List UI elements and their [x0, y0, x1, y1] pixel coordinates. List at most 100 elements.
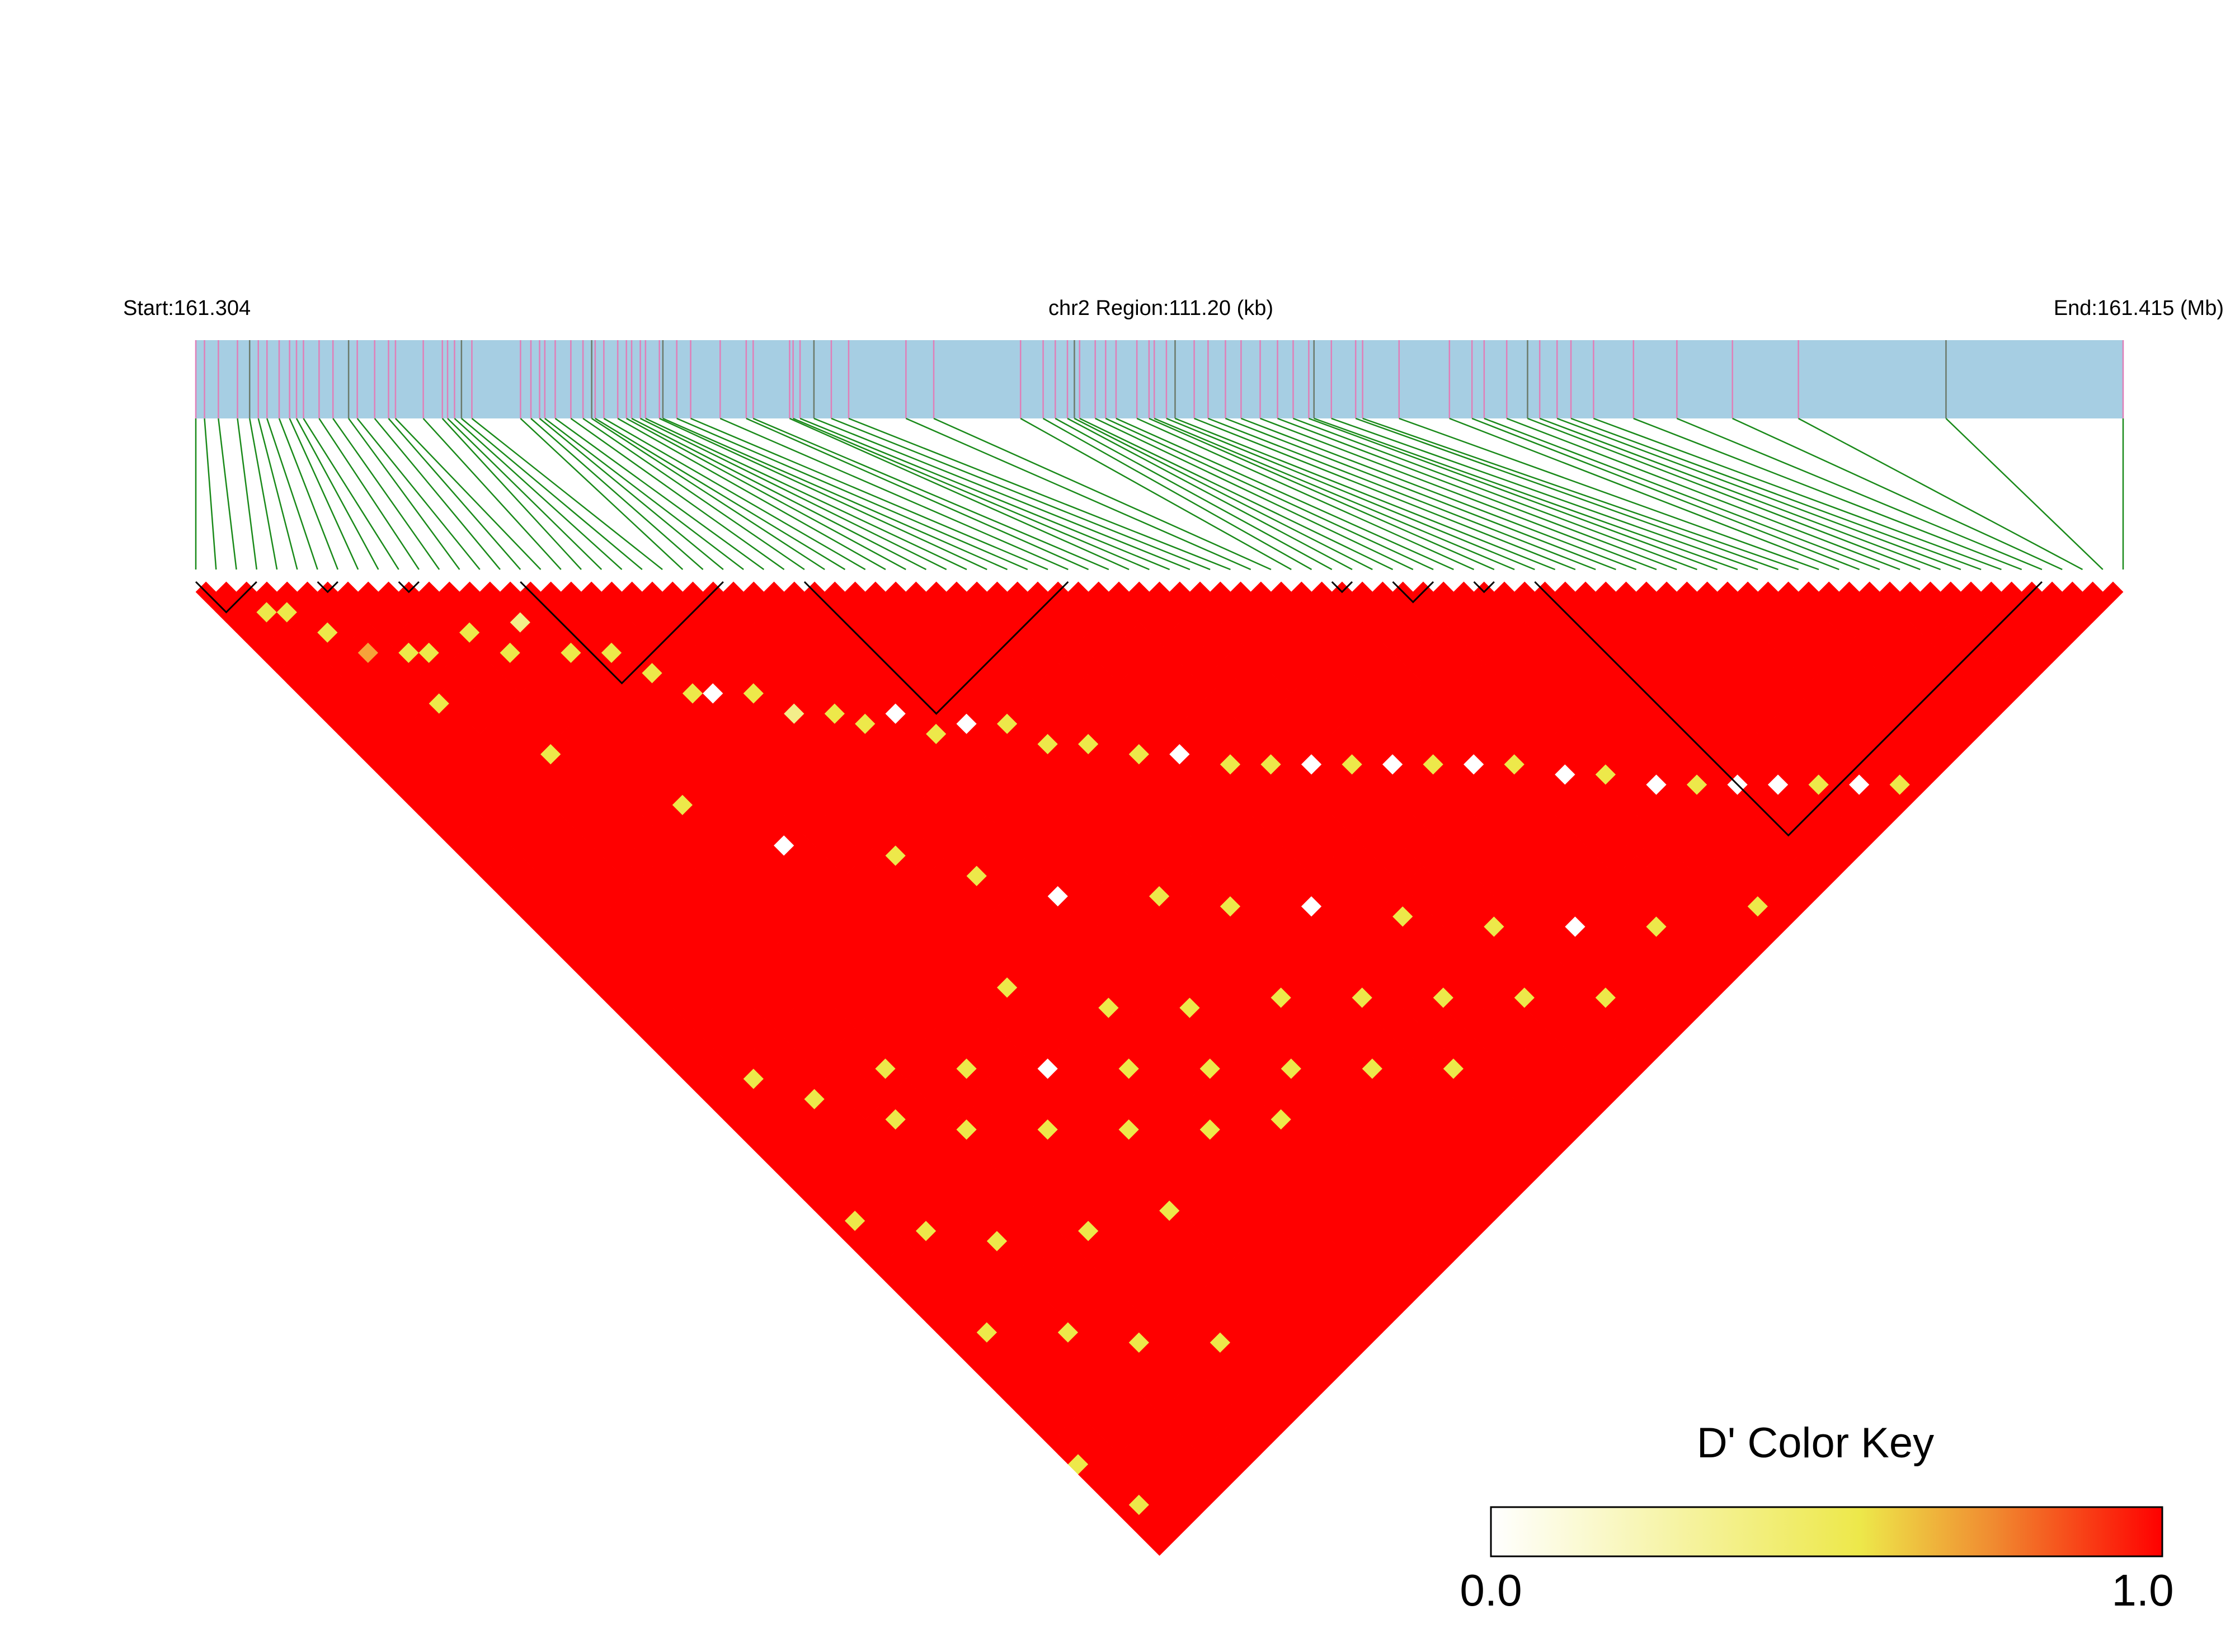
- snp-connector: [520, 418, 684, 570]
- snp-connector: [1116, 417, 1454, 571]
- snp-connector: [539, 418, 724, 570]
- snp-connector-lines: [195, 417, 2124, 571]
- snp-connector: [530, 418, 704, 570]
- snp-connector: [374, 418, 501, 570]
- snp-connector: [582, 417, 805, 571]
- snp-connector: [1020, 417, 1292, 571]
- snp-connector: [1260, 417, 1657, 571]
- snp-connector: [1570, 417, 1982, 571]
- snp-connector: [1277, 417, 1677, 571]
- snp-connector: [676, 417, 1028, 571]
- snp-connector: [617, 417, 886, 571]
- snp-connector: [1154, 417, 1515, 571]
- snp-connector: [461, 418, 643, 570]
- snp-connector: [746, 417, 1089, 571]
- snp-connector: [639, 417, 947, 571]
- color-key-max-label: 1.0: [2111, 1565, 2173, 1615]
- color-key: D' Color Key 0.0 1.0: [1460, 1419, 2173, 1615]
- snp-connector: [332, 418, 440, 570]
- snp-connector: [544, 418, 744, 570]
- ld-block-outline: [520, 581, 724, 685]
- snp-connector: [303, 418, 399, 570]
- snp-connector: [447, 418, 603, 570]
- snp-connector: [1527, 417, 1921, 571]
- snp-connector: [1194, 417, 1576, 571]
- ld-block-outline: [398, 581, 420, 594]
- snp-connector: [1149, 417, 1495, 571]
- snp-connector: [318, 418, 420, 570]
- snp-connector: [1067, 417, 1353, 571]
- snp-connector: [1539, 417, 1941, 571]
- ld-block-outline: [195, 581, 257, 614]
- snp-connector: [752, 417, 1109, 571]
- snp-connector: [1079, 417, 1394, 571]
- color-key-title: D' Color Key: [1697, 1419, 1934, 1467]
- snp-connector: [662, 417, 1008, 571]
- snp-connector: [595, 417, 846, 571]
- ld-cell: [2102, 581, 2124, 603]
- snp-connector: [1362, 417, 1799, 571]
- ld-heatmap: [195, 581, 2124, 1556]
- snp-connector: [719, 417, 1069, 571]
- snp-connector: [1074, 417, 1373, 571]
- snp-connector: [1676, 417, 2043, 571]
- snp-connector: [813, 417, 1191, 571]
- snp-connector: [441, 418, 582, 570]
- snp-connector: [570, 417, 785, 571]
- ld-block-outline: [803, 581, 1069, 715]
- snp-connector: [933, 417, 1272, 571]
- snp-connector: [848, 417, 1231, 571]
- snp-connector: [266, 418, 318, 570]
- snp-connector: [1798, 417, 2083, 571]
- snp-connector: [1399, 417, 1819, 571]
- snp-connector: [1471, 417, 1860, 571]
- snp-connector: [1240, 417, 1637, 571]
- snp-connector: [395, 418, 542, 570]
- snp-connector: [1314, 417, 1738, 571]
- start-label: Start:161.304: [123, 296, 251, 320]
- snp-connector: [1225, 417, 1616, 571]
- snp-connector: [1308, 417, 1718, 571]
- snp-connector: [1593, 417, 2002, 571]
- snp-connector: [356, 418, 481, 570]
- snp-connector: [1633, 417, 2022, 571]
- snp-connector: [454, 418, 623, 570]
- snp-connector: [831, 417, 1211, 571]
- snp-connector: [1055, 417, 1333, 571]
- snp-connector: [257, 418, 298, 570]
- snp-position-track: [195, 340, 2124, 418]
- snp-connector: [295, 418, 379, 570]
- snp-connector: [603, 417, 866, 571]
- snp-connector: [1166, 417, 1535, 571]
- snp-connector: [1174, 417, 1556, 571]
- ld-block-outlines: [195, 581, 2043, 837]
- snp-connector: [388, 418, 521, 570]
- color-key-gradient-bar: [1490, 1506, 2163, 1557]
- snp-connector: [1732, 417, 2063, 571]
- snp-connector: [645, 417, 967, 571]
- snp-connector: [905, 417, 1251, 571]
- snp-connector: [1945, 418, 2104, 570]
- snp-connector: [591, 417, 825, 571]
- snp-connector: [1449, 417, 1839, 571]
- snp-connector: [1105, 417, 1434, 571]
- snp-connector: [554, 417, 765, 571]
- ld-block-outline: [1473, 581, 1495, 594]
- snp-connector: [1506, 417, 1900, 571]
- snp-connector: [631, 417, 927, 571]
- snp-connector: [237, 418, 258, 570]
- snp-connector: [1293, 417, 1697, 571]
- snp-connector: [422, 418, 562, 570]
- snp-connector: [793, 417, 1150, 571]
- ld-block-outline: [317, 581, 338, 594]
- snp-connector: [1207, 417, 1596, 571]
- region-label: chr2 Region:111.20 (kb): [1048, 296, 1273, 320]
- snp-connector: [1331, 417, 1758, 571]
- snp-connector: [1484, 417, 1880, 571]
- ld-block-outline: [1534, 581, 2043, 837]
- snp-connector: [1136, 417, 1475, 571]
- snp-connector: [626, 417, 906, 571]
- end-label: End:161.415 (Mb): [2054, 296, 2224, 320]
- snp-connector: [289, 418, 359, 570]
